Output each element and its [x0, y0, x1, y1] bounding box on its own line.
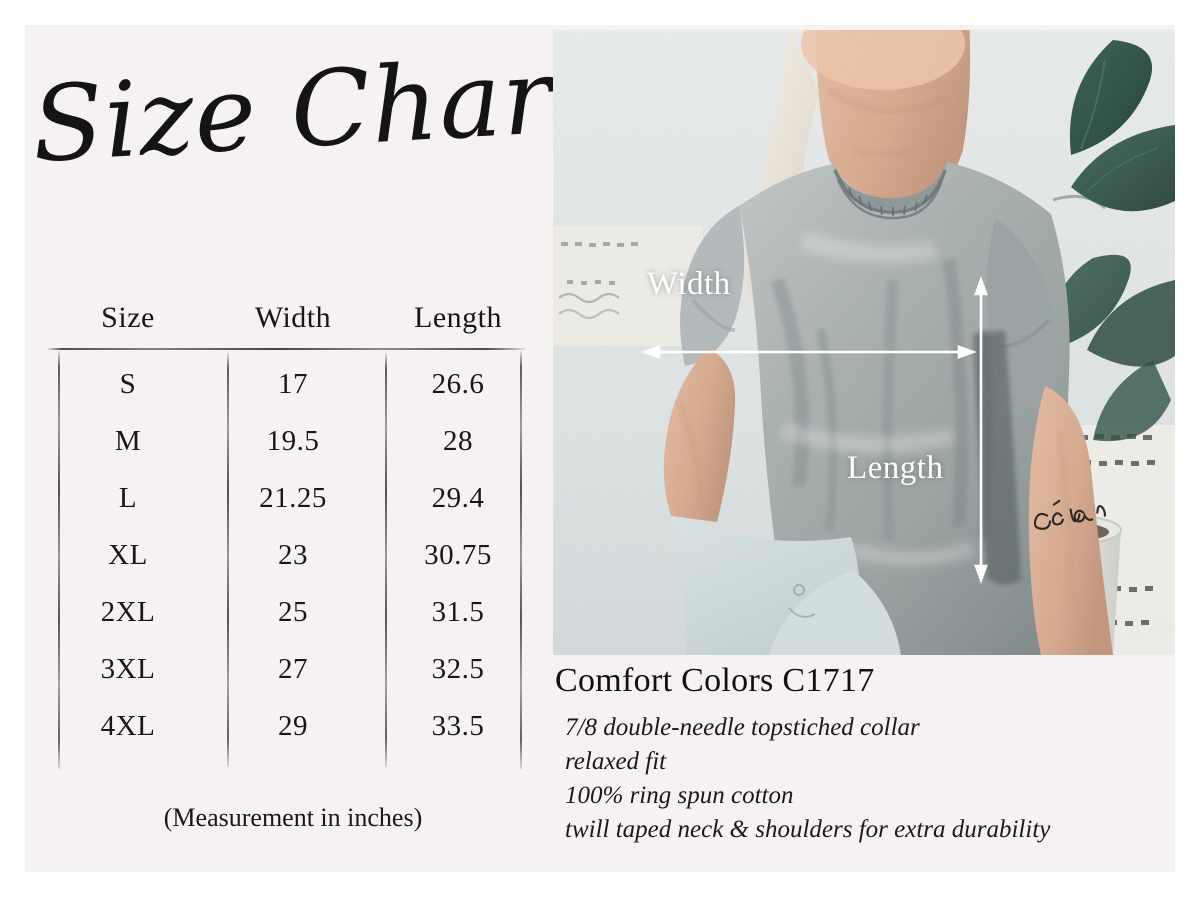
- table-vertical-rule-right: [520, 351, 522, 769]
- cell-length: 28: [443, 425, 473, 457]
- table-vertical-rule-width: [385, 353, 387, 767]
- product-name: Comfort Colors C1717: [555, 662, 875, 699]
- content-card: Size Chart Size Width Length S 17 26.6 M: [25, 25, 1175, 872]
- cell-length: 30.75: [424, 539, 492, 571]
- photo-illustration: [553, 30, 1175, 655]
- table-row: S 17 26.6: [43, 356, 543, 413]
- cell-length: 26.6: [431, 368, 485, 400]
- cell-width: 23: [278, 539, 308, 571]
- cell-size: M: [114, 425, 142, 457]
- feature-item: twill taped neck & shoulders for extra d…: [565, 816, 1051, 843]
- cell-length: 32.5: [431, 653, 485, 685]
- table-row: L 21.25 29.4: [43, 470, 543, 527]
- cell-width: 17: [278, 368, 308, 400]
- product-features-list: 7/8 double-needle topstiched collar rela…: [565, 711, 1175, 847]
- feature-item: 100% ring spun cotton: [565, 782, 794, 809]
- cell-length: 29.4: [431, 482, 485, 514]
- cell-size: 2XL: [100, 596, 156, 628]
- product-photo: Width Length: [553, 30, 1175, 655]
- width-arrow: [641, 345, 977, 359]
- size-chart-table: Size Width Length S 17 26.6 M 19.5 28: [43, 290, 543, 755]
- length-arrow: [974, 276, 988, 584]
- cell-length: 31.5: [431, 596, 485, 628]
- cell-size: L: [118, 482, 138, 514]
- feature-item: relaxed fit: [565, 748, 667, 775]
- table-row: XL 23 30.75: [43, 527, 543, 584]
- cell-size: 3XL: [100, 653, 156, 685]
- left-panel: Size Chart Size Width Length S 17 26.6 M: [25, 25, 599, 872]
- cell-size: S: [119, 368, 137, 400]
- page-title: Size Chart: [28, 32, 599, 186]
- table-row: 2XL 25 31.5: [43, 584, 543, 641]
- measurement-note: (Measurement in inches): [163, 803, 423, 832]
- cell-size: 4XL: [100, 710, 156, 742]
- table-header-rule: [47, 348, 525, 350]
- feature-item: 7/8 double-needle topstiched collar: [565, 714, 920, 741]
- table-vertical-rule-left: [58, 351, 60, 769]
- table-body: S 17 26.6 M 19.5 28 L 21.25 29.4: [43, 346, 543, 755]
- column-header-width: Width: [254, 301, 332, 334]
- cell-width: 27: [278, 653, 308, 685]
- column-header-size: Size: [101, 301, 155, 334]
- cell-width: 21.25: [259, 482, 327, 514]
- cell-length: 33.5: [431, 710, 485, 742]
- table-header-row: Size Width Length: [43, 290, 543, 346]
- cell-width: 29: [278, 710, 308, 742]
- column-header-length: Length: [414, 301, 502, 334]
- table-row: 4XL 29 33.5: [43, 698, 543, 755]
- cell-size: XL: [108, 539, 148, 571]
- table-vertical-rule-size: [227, 353, 229, 767]
- table-row: M 19.5 28: [43, 413, 543, 470]
- cell-width: 19.5: [266, 425, 320, 457]
- table-row: 3XL 27 32.5: [43, 641, 543, 698]
- right-panel: Width Length Comfort Colors C1717 7/8 do…: [553, 25, 1175, 872]
- cell-width: 25: [278, 596, 308, 628]
